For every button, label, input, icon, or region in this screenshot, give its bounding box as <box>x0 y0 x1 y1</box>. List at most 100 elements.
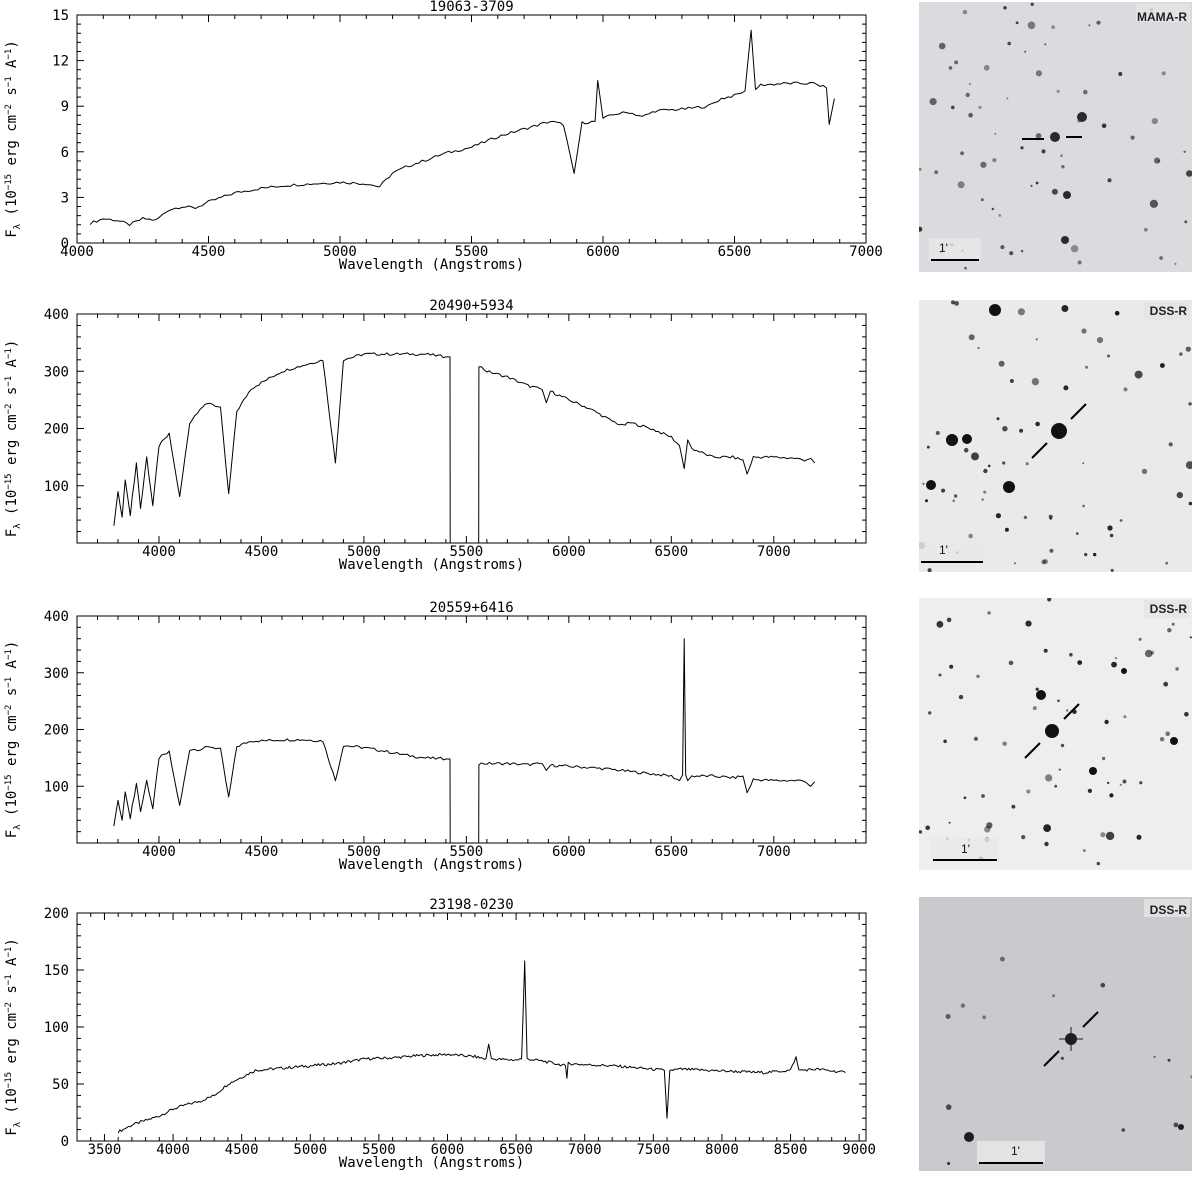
background-star <box>1002 741 1007 746</box>
y-axis-label: Fλ (10−15 erg cm−2 s−1 A−1) <box>4 40 23 238</box>
plot-frame <box>76 615 867 844</box>
background-star <box>1149 199 1158 208</box>
y-tick-label: 300 <box>44 364 69 380</box>
background-star <box>1045 774 1053 782</box>
background-star <box>1043 648 1048 653</box>
target-star <box>1045 724 1059 738</box>
background-star <box>1159 737 1165 742</box>
background-star <box>1096 20 1101 25</box>
background-star <box>1041 559 1047 565</box>
background-star <box>998 214 1002 217</box>
background-star <box>1122 779 1127 784</box>
background-star <box>1077 660 1083 665</box>
background-star <box>1017 308 1025 316</box>
background-star <box>1160 363 1165 368</box>
background-star <box>1163 681 1169 687</box>
background-star <box>1167 628 1172 633</box>
background-star <box>1044 43 1047 46</box>
background-star <box>1165 731 1170 736</box>
background-star <box>928 711 932 715</box>
background-star <box>996 417 1000 421</box>
y-tick-label: 100 <box>44 1020 69 1036</box>
background-star <box>1175 667 1179 671</box>
target-marker-left <box>1031 442 1048 459</box>
background-star <box>1047 598 1052 602</box>
background-star <box>968 83 971 86</box>
y-tick-label: 400 <box>44 609 69 625</box>
background-star <box>1088 24 1091 27</box>
background-star <box>1100 982 1106 988</box>
x-tick-label: 6000 <box>552 544 586 560</box>
background-star <box>1031 377 1040 386</box>
y-tick-label: 0 <box>61 236 69 252</box>
background-star <box>1061 305 1069 312</box>
background-star <box>1027 21 1036 30</box>
bright-star <box>962 434 972 444</box>
background-star <box>1035 70 1042 77</box>
background-star <box>1107 354 1110 358</box>
scale-bar-label: 1' <box>961 842 970 856</box>
background-star <box>1101 756 1106 761</box>
x-tick-label: 5500 <box>362 1142 396 1158</box>
background-star <box>1109 793 1114 798</box>
background-star <box>1179 352 1183 356</box>
background-star <box>982 1015 987 1020</box>
background-star <box>1123 387 1128 392</box>
background-star <box>1138 637 1142 641</box>
background-star <box>1188 402 1192 406</box>
background-star <box>1171 622 1175 626</box>
x-tick-label: 7000 <box>757 844 791 860</box>
background-star <box>1011 804 1016 809</box>
y-tick-label: 200 <box>44 906 69 922</box>
background-star <box>919 226 923 232</box>
finding-chart-4: DSS-R 1' <box>919 897 1192 1171</box>
x-tick-label: 4500 <box>225 1142 259 1158</box>
background-star <box>945 1104 952 1110</box>
background-star <box>973 736 978 741</box>
background-star <box>1084 552 1088 557</box>
background-star <box>1009 379 1014 383</box>
background-star <box>1052 994 1056 998</box>
background-star <box>951 105 955 110</box>
background-star <box>1060 743 1065 748</box>
background-star <box>1061 165 1065 169</box>
background-star <box>980 198 984 202</box>
background-star <box>987 611 991 615</box>
background-star <box>954 301 959 306</box>
spectrum-panel-1: 19063-3709 4000 4500 5000 5500 6000 6500 7000 0 3… <box>4 0 883 273</box>
background-star <box>1109 533 1114 538</box>
background-star <box>929 98 937 106</box>
y-tick-label: 200 <box>44 422 69 438</box>
background-star <box>965 92 970 98</box>
background-star <box>925 825 930 831</box>
y-tick-label: 15 <box>52 8 69 24</box>
x-tick-label: 7000 <box>757 544 791 560</box>
x-tick-label: 5000 <box>323 244 357 260</box>
background-star <box>1019 428 1024 433</box>
background-star <box>1051 188 1058 195</box>
background-star <box>1188 501 1192 506</box>
background-star <box>1035 338 1038 341</box>
panel-title: 20490+5934 <box>429 298 513 314</box>
spectrum-panel-2: 20490+5934 4000 4500 5000 5500 6000 6500 7000 10… <box>4 298 867 573</box>
background-star <box>1100 832 1106 838</box>
background-star <box>949 664 954 669</box>
y-axis-label: Fλ (10−15 erg cm−2 s−1 A−1) <box>4 340 23 538</box>
background-star <box>1056 89 1060 93</box>
background-star <box>938 673 942 677</box>
background-star <box>1069 652 1073 657</box>
x-tick-label: 4000 <box>142 544 176 560</box>
background-star <box>919 830 923 834</box>
background-star <box>938 42 946 50</box>
background-star <box>936 620 944 628</box>
background-star <box>1030 184 1033 187</box>
target-star <box>1051 423 1067 439</box>
finding-chart-2: DSS-R 1' <box>919 300 1192 572</box>
bright-star <box>926 480 936 490</box>
background-star <box>1087 788 1092 793</box>
x-tick-label: 5000 <box>347 844 381 860</box>
x-tick-label: 6500 <box>499 1142 533 1158</box>
x-tick-label: 4500 <box>245 544 279 560</box>
background-star <box>1110 568 1114 572</box>
plot-frame <box>76 912 867 1142</box>
